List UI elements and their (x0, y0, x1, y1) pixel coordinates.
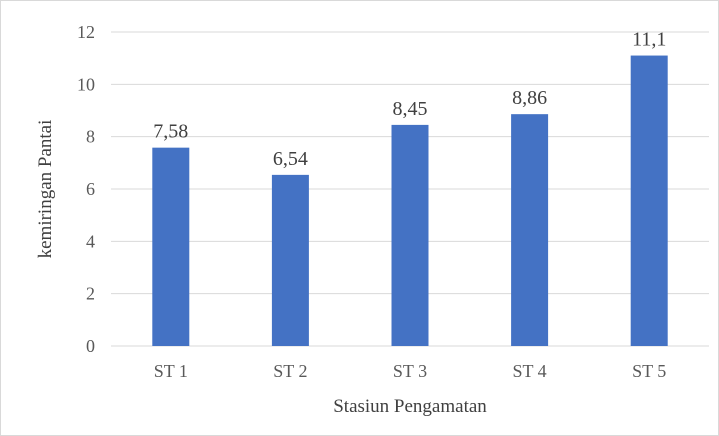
y-tick-label: 8 (86, 127, 95, 147)
y-axis-ticks: 0 2 4 6 8 10 12 (77, 22, 95, 356)
x-tick-label: ST 1 (154, 361, 188, 381)
y-tick-label: 2 (86, 284, 95, 304)
x-tick-label: ST 4 (513, 361, 547, 381)
y-axis-title: kemiringan Pantai (35, 120, 56, 259)
data-label: 6,54 (273, 148, 308, 170)
y-tick-label: 10 (77, 74, 95, 94)
data-labels: 7,58 6,54 8,45 8,86 11,1 (153, 29, 666, 170)
x-axis-ticks: ST 1 ST 2 ST 3 ST 4 ST 5 (154, 361, 667, 381)
x-tick-label: ST 5 (632, 361, 666, 381)
bar-5 (630, 55, 668, 347)
x-tick-label: ST 2 (273, 361, 307, 381)
bars (152, 55, 668, 347)
y-tick-label: 0 (86, 336, 95, 356)
data-label: 8,86 (512, 87, 547, 109)
y-tick-label: 12 (77, 22, 95, 42)
x-axis-title: Stasiun Pengamatan (333, 396, 487, 417)
x-tick-label: ST 3 (393, 361, 427, 381)
bar-2 (271, 174, 309, 346)
y-tick-label: 4 (86, 231, 95, 251)
bar-4 (511, 114, 549, 346)
bar-1 (152, 147, 190, 346)
data-label: 11,1 (632, 29, 666, 51)
bar-3 (391, 124, 429, 347)
data-label: 8,45 (393, 98, 428, 120)
data-label: 7,58 (153, 121, 188, 143)
y-tick-label: 6 (86, 179, 95, 199)
